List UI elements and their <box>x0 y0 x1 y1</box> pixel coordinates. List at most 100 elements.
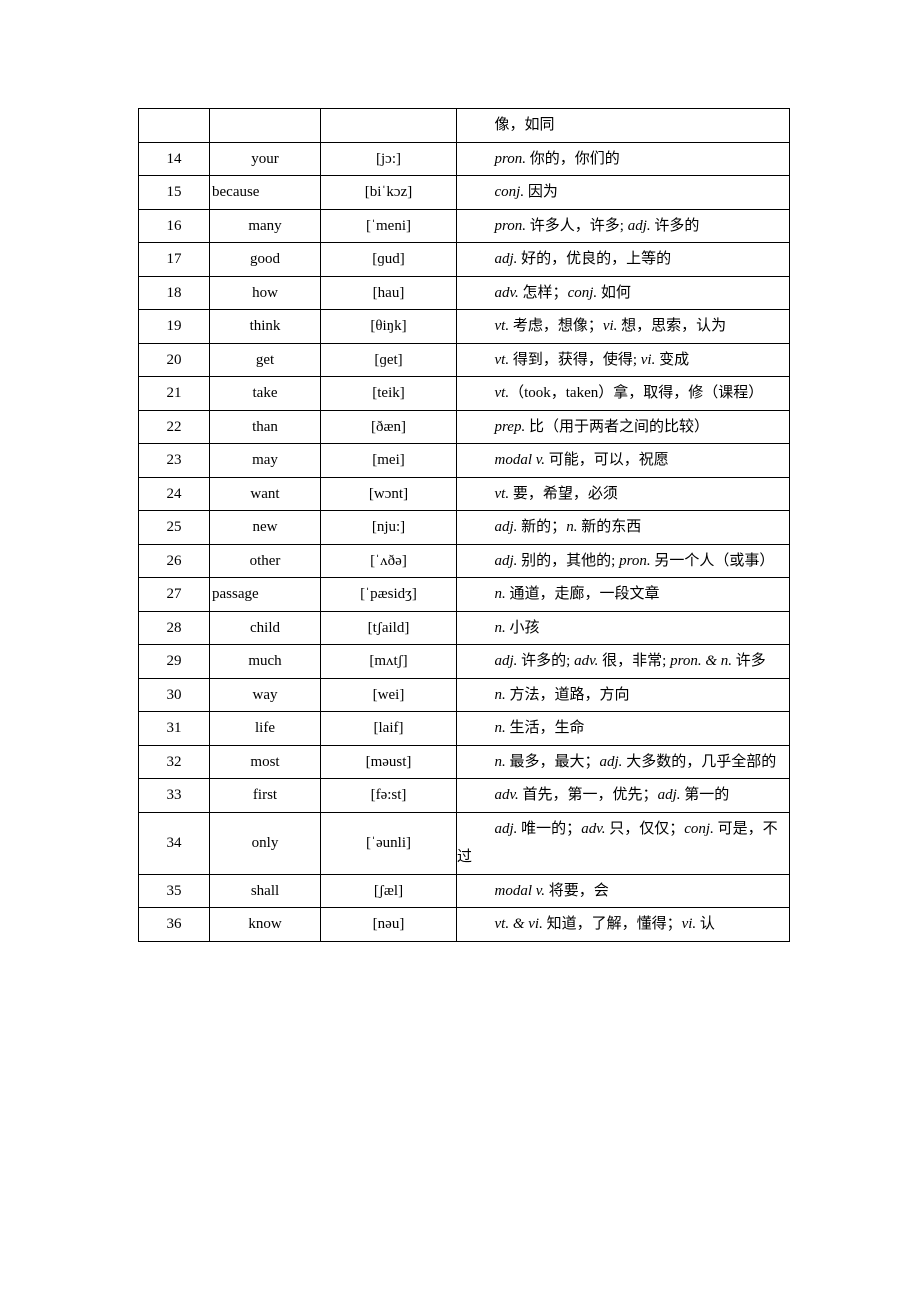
row-definition: vt. 考虑，想像；vi. 想，思索，认为 <box>457 310 790 344</box>
row-word: get <box>210 343 321 377</box>
row-word: good <box>210 243 321 277</box>
table-row: 24want[wɔnt]vt. 要，希望，必须 <box>139 477 790 511</box>
row-word: than <box>210 410 321 444</box>
table-row: 27passage[ˈpæsidʒ]n. 通道，走廊，一段文章 <box>139 578 790 612</box>
table-row: 22than[ðæn]prep. 比（用于两者之间的比较） <box>139 410 790 444</box>
row-ipa: [ðæn] <box>321 410 457 444</box>
row-definition-text: adj. 许多的; adv. 很，非常; pron. & n. 许多 <box>457 645 789 678</box>
row-number: 20 <box>139 343 210 377</box>
table-row: 26other[ˈʌðə]adj. 别的，其他的; pron. 另一个人（或事） <box>139 544 790 578</box>
row-definition: vt. & vi. 知道，了解，懂得；vi. 认 <box>457 908 790 942</box>
row-ipa: [teik] <box>321 377 457 411</box>
table-row: 30way[wei]n. 方法，道路，方向 <box>139 678 790 712</box>
table-row: 35shall[ʃæl]modal v. 将要，会 <box>139 874 790 908</box>
row-word: other <box>210 544 321 578</box>
table-row: 36know[nəu]vt. & vi. 知道，了解，懂得；vi. 认 <box>139 908 790 942</box>
row-ipa: [ˈʌðə] <box>321 544 457 578</box>
row-number: 19 <box>139 310 210 344</box>
row-word: way <box>210 678 321 712</box>
row-definition-text: prep. 比（用于两者之间的比较） <box>457 411 789 444</box>
table-row: 33first[fə:st]adv. 首先，第一，优先；adj. 第一的 <box>139 779 790 813</box>
row-word: most <box>210 745 321 779</box>
row-definition-text: adj. 好的，优良的，上等的 <box>457 243 789 276</box>
row-definition-text: modal v. 可能，可以，祝愿 <box>457 444 789 477</box>
row-definition-text: vt. 得到，获得，使得; vi. 变成 <box>457 344 789 377</box>
row-word: life <box>210 712 321 746</box>
row-number: 29 <box>139 645 210 679</box>
row-definition-text: pron. 许多人，许多; adj. 许多的 <box>457 210 789 243</box>
row-definition: n. 通道，走廊，一段文章 <box>457 578 790 612</box>
row-definition: adj. 许多的; adv. 很，非常; pron. & n. 许多 <box>457 645 790 679</box>
row-number: 34 <box>139 812 210 874</box>
row-ipa: [ˈpæsidʒ] <box>321 578 457 612</box>
row-ipa: [biˈkɔz] <box>321 176 457 210</box>
row-definition-text: vt. 考虑，想像；vi. 想，思索，认为 <box>457 310 789 343</box>
row-word: much <box>210 645 321 679</box>
row-definition-text: n. 小孩 <box>457 612 789 645</box>
row-ipa: [ˈəunli] <box>321 812 457 874</box>
row-definition: pron. 你的，你们的 <box>457 142 790 176</box>
row-ipa: [fə:st] <box>321 779 457 813</box>
row-definition-text: n. 生活，生命 <box>457 712 789 745</box>
row-definition-text: adv. 怎样；conj. 如何 <box>457 277 789 310</box>
row-number: 23 <box>139 444 210 478</box>
row-definition-text: adj. 唯一的；adv. 只，仅仅；conj. 可是，不过 <box>457 813 789 874</box>
row-ipa: [nju:] <box>321 511 457 545</box>
row-word: first <box>210 779 321 813</box>
page: 像，如同14your[jɔ:]pron. 你的，你们的15because[biˈ… <box>0 0 920 942</box>
row-definition: vt. 要，希望，必须 <box>457 477 790 511</box>
row-number: 14 <box>139 142 210 176</box>
row-word: how <box>210 276 321 310</box>
row-number: 18 <box>139 276 210 310</box>
row-ipa: [mei] <box>321 444 457 478</box>
row-definition: n. 生活，生命 <box>457 712 790 746</box>
row-definition-text: modal v. 将要，会 <box>457 875 789 908</box>
row-ipa: [ˈmeni] <box>321 209 457 243</box>
row-ipa: [wɔnt] <box>321 477 457 511</box>
row-definition: conj. 因为 <box>457 176 790 210</box>
row-ipa: [laif] <box>321 712 457 746</box>
row-definition: adj. 好的，优良的，上等的 <box>457 243 790 277</box>
row-number: 36 <box>139 908 210 942</box>
row-ipa: [ʃæl] <box>321 874 457 908</box>
row-word <box>210 109 321 143</box>
row-definition-text: n. 通道，走廊，一段文章 <box>457 578 789 611</box>
vocab-table-body: 像，如同14your[jɔ:]pron. 你的，你们的15because[biˈ… <box>139 109 790 942</box>
row-definition-text: adv. 首先，第一，优先；adj. 第一的 <box>457 779 789 812</box>
row-number: 25 <box>139 511 210 545</box>
row-definition: n. 小孩 <box>457 611 790 645</box>
row-definition: vt.（took，taken）拿，取得，修（课程） <box>457 377 790 411</box>
row-definition-text: vt. & vi. 知道，了解，懂得；vi. 认 <box>457 908 789 941</box>
table-row: 19think[θiŋk]vt. 考虑，想像；vi. 想，思索，认为 <box>139 310 790 344</box>
row-word: child <box>210 611 321 645</box>
table-row: 14your[jɔ:]pron. 你的，你们的 <box>139 142 790 176</box>
row-ipa: [nəu] <box>321 908 457 942</box>
row-word: only <box>210 812 321 874</box>
row-definition-text: adj. 别的，其他的; pron. 另一个人（或事） <box>457 545 789 578</box>
row-definition-text: vt.（took，taken）拿，取得，修（课程） <box>457 377 789 410</box>
vocab-table: 像，如同14your[jɔ:]pron. 你的，你们的15because[biˈ… <box>138 108 790 942</box>
row-definition-text: vt. 要，希望，必须 <box>457 478 789 511</box>
row-number <box>139 109 210 143</box>
row-ipa: [ɡud] <box>321 243 457 277</box>
row-ipa: [hau] <box>321 276 457 310</box>
row-word: take <box>210 377 321 411</box>
row-definition-text: conj. 因为 <box>457 176 789 209</box>
row-definition: pron. 许多人，许多; adj. 许多的 <box>457 209 790 243</box>
row-ipa: [tʃaild] <box>321 611 457 645</box>
table-row: 像，如同 <box>139 109 790 143</box>
row-word: want <box>210 477 321 511</box>
table-row: 25new[nju:]adj. 新的；n. 新的东西 <box>139 511 790 545</box>
row-definition: n. 最多，最大；adj. 大多数的，几乎全部的 <box>457 745 790 779</box>
row-number: 27 <box>139 578 210 612</box>
table-row: 21take[teik]vt.（took，taken）拿，取得，修（课程） <box>139 377 790 411</box>
table-row: 32most[məust]n. 最多，最大；adj. 大多数的，几乎全部的 <box>139 745 790 779</box>
table-row: 20get[ɡet]vt. 得到，获得，使得; vi. 变成 <box>139 343 790 377</box>
row-word: many <box>210 209 321 243</box>
row-definition-text: n. 最多，最大；adj. 大多数的，几乎全部的 <box>457 746 789 779</box>
row-definition: adv. 首先，第一，优先；adj. 第一的 <box>457 779 790 813</box>
row-definition-text: n. 方法，道路，方向 <box>457 679 789 712</box>
table-row: 34only[ˈəunli]adj. 唯一的；adv. 只，仅仅；conj. 可… <box>139 812 790 874</box>
row-definition: modal v. 将要，会 <box>457 874 790 908</box>
row-word: new <box>210 511 321 545</box>
